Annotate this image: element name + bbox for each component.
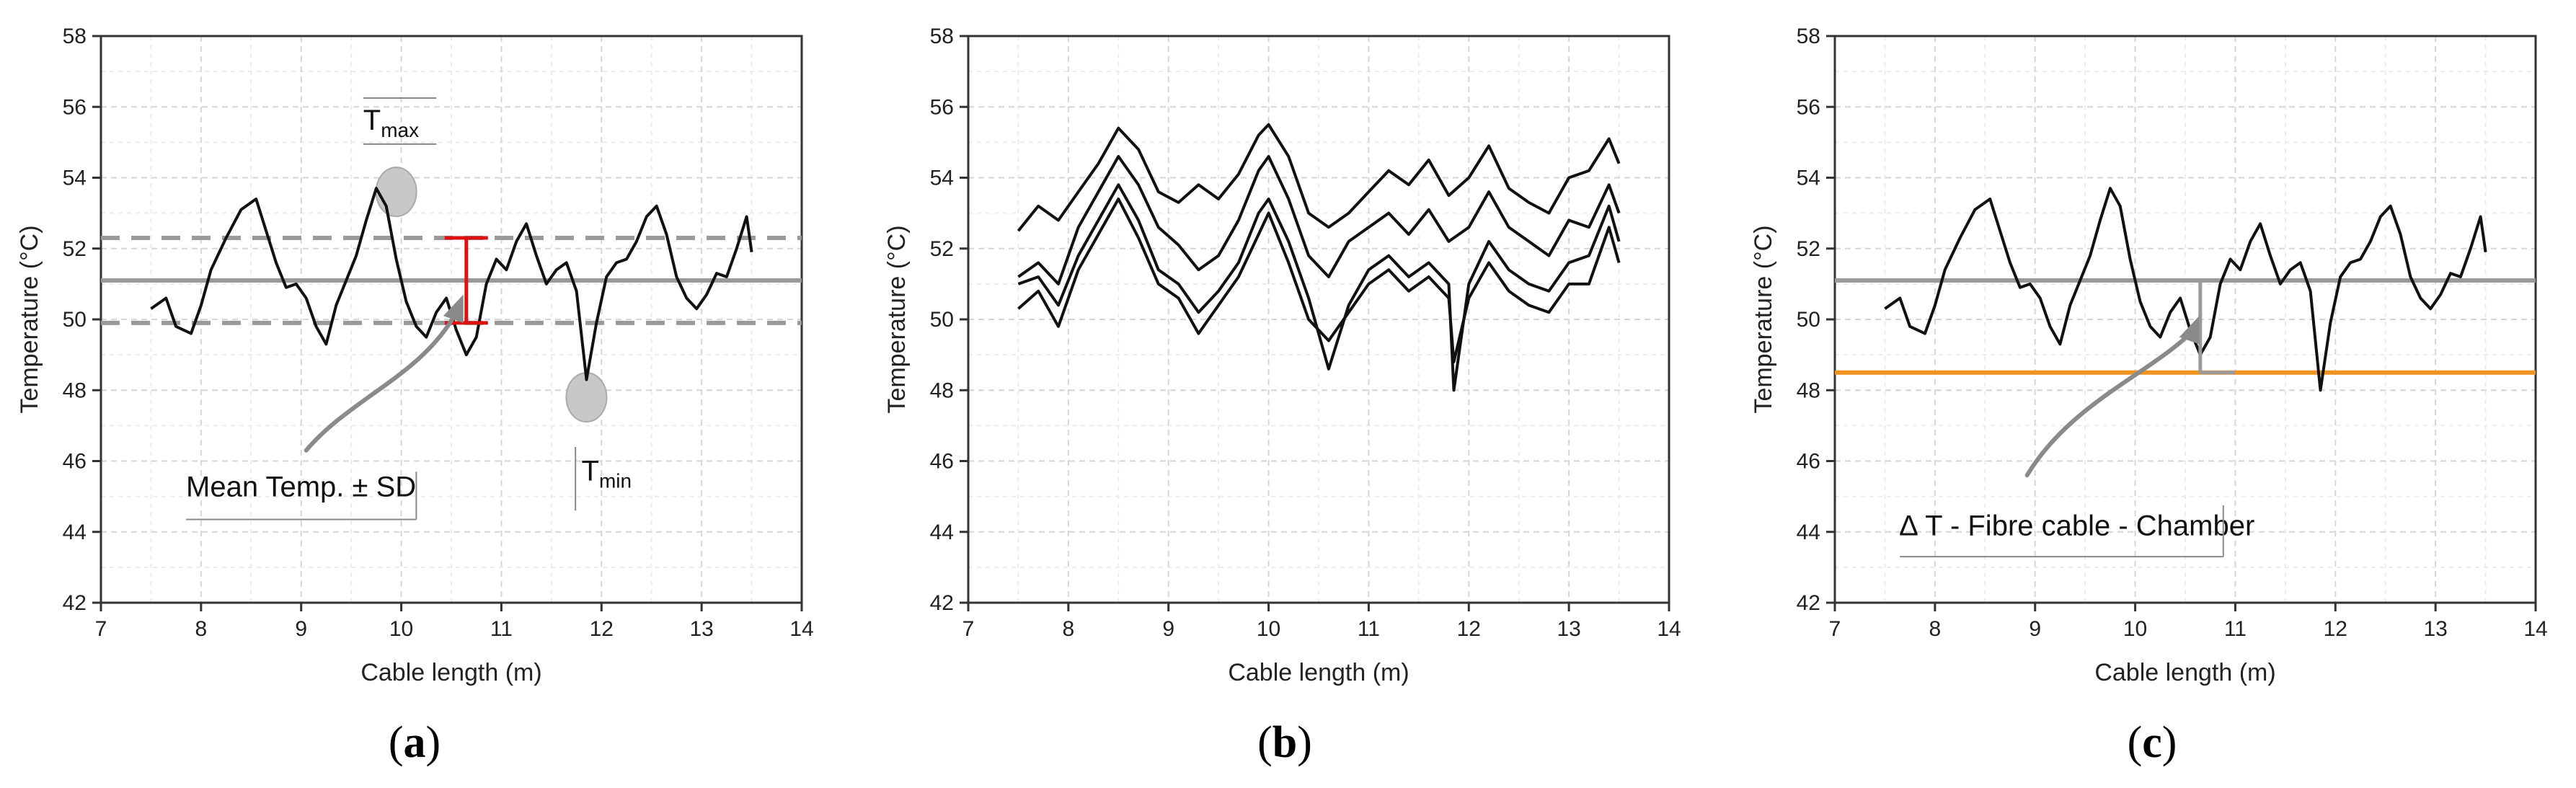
- y-tick-label: 42: [930, 591, 954, 615]
- tmin-letter: T: [582, 456, 599, 487]
- x-tick-label: 7: [962, 617, 975, 641]
- y-tick-label: 58: [1797, 25, 1820, 48]
- x-axis-label: Cable length (m): [360, 659, 541, 686]
- y-tick-label: 52: [930, 237, 954, 261]
- x-tick-label: 13: [689, 617, 713, 641]
- x-tick-label: 10: [1257, 617, 1280, 641]
- y-tick-label: 50: [1797, 308, 1820, 332]
- gridlines: [101, 36, 802, 603]
- mean-arrowhead: [443, 294, 464, 323]
- delta-arrowhead: [2179, 316, 2200, 345]
- x-tick-label: 9: [1162, 617, 1174, 641]
- y-tick-label: 50: [930, 308, 954, 332]
- panel-label-letter: b: [1272, 718, 1297, 767]
- tmin-subscript: min: [599, 470, 632, 492]
- y-tick-label: 48: [1797, 378, 1820, 402]
- y-tick-label: 44: [63, 521, 87, 544]
- y-axis-label: Temperature (°C): [883, 225, 911, 413]
- y-tick-label: 44: [1797, 521, 1820, 544]
- y-tick-label: 52: [63, 237, 87, 261]
- x-tick-label: 8: [195, 617, 208, 641]
- series-line-1: [1017, 123, 1621, 232]
- panel-label-open: (: [389, 718, 404, 767]
- y-tick-label: 56: [930, 95, 954, 119]
- panel-label-close: ): [1297, 718, 1312, 767]
- tmax-marker: [375, 167, 417, 218]
- x-tick-label: 11: [490, 617, 513, 641]
- y-tick-label: 42: [63, 591, 87, 615]
- y-tick-label: 46: [1797, 450, 1820, 474]
- y-tick-label: 46: [63, 450, 87, 474]
- panel-label: (c): [2128, 718, 2177, 767]
- x-tick-label: 14: [2523, 617, 2547, 641]
- mean-sd-label: Mean Temp. ± SD: [186, 472, 416, 503]
- panel-label: (b): [1257, 718, 1312, 767]
- tmax-label: Tmax: [363, 105, 419, 141]
- y-tick-label: 50: [63, 308, 87, 332]
- series-group: [1017, 123, 1621, 392]
- tmax-subscript: max: [381, 119, 419, 141]
- y-axis-label: Temperature (°C): [1750, 225, 1777, 413]
- x-tick-label: 7: [1829, 617, 1841, 641]
- tmax-letter: T: [363, 105, 381, 136]
- panel-label-letter: a: [404, 718, 426, 767]
- x-tick-label: 12: [590, 617, 614, 641]
- x-tick-label: 9: [2029, 617, 2041, 641]
- panel-a-chart: 7 8 9 10 11 12 13 14 42 44 46 48 50 52 54 56 58 Cable len…: [16, 25, 814, 767]
- y-tick-label: 42: [1797, 591, 1820, 615]
- y-axis-label: Temperature (°C): [16, 225, 43, 413]
- y-tick-label: 48: [63, 378, 87, 402]
- series-line-2: [1017, 155, 1621, 285]
- panel-label-open: (: [2128, 718, 2143, 767]
- y-tick-label: 54: [930, 167, 954, 190]
- gridlines: [1835, 36, 2536, 603]
- y-tick-label: 54: [63, 167, 87, 190]
- x-tick-label: 8: [1929, 617, 1942, 641]
- panel-label-letter: c: [2142, 718, 2162, 767]
- x-tick-label: 10: [2123, 617, 2147, 641]
- panel-label-close: ): [2162, 718, 2177, 767]
- x-tick-label: 12: [1457, 617, 1481, 641]
- y-tick-label: 56: [1797, 95, 1820, 119]
- tmin-label: Tmin: [582, 456, 632, 492]
- panel-label-close: ): [426, 718, 441, 767]
- panel-label-open: (: [1257, 718, 1272, 767]
- delta-label: ∆ T - Fibre cable - Chamber: [1900, 510, 2254, 542]
- y-tick-label: 58: [63, 25, 87, 48]
- x-axis-label: Cable length (m): [2094, 659, 2275, 686]
- x-tick-label: 12: [2324, 617, 2347, 641]
- y-tick-label: 58: [930, 25, 954, 48]
- panel-b-chart: 7 8 9 10 11 12 13 14 42 44 46 48 50 52 54 56 58 Cable len…: [883, 25, 1681, 767]
- series-line-3: [1017, 198, 1621, 363]
- gridlines: [968, 36, 1669, 603]
- y-tick-label: 56: [63, 95, 87, 119]
- y-tick-label: 46: [930, 450, 954, 474]
- x-tick-label: 11: [2224, 617, 2247, 641]
- x-tick-label: 13: [1557, 617, 1580, 641]
- x-tick-label: 9: [295, 617, 307, 641]
- y-tick-label: 48: [930, 378, 954, 402]
- delta-arrow: [2024, 331, 2192, 478]
- x-tick-label: 13: [2423, 617, 2447, 641]
- x-tick-label: 14: [789, 617, 813, 641]
- x-tick-label: 7: [95, 617, 107, 641]
- mean-arrow: [304, 310, 459, 453]
- series-group: [150, 187, 753, 381]
- x-tick-label: 10: [389, 617, 413, 641]
- x-tick-label: 11: [1358, 617, 1380, 641]
- x-tick-label: 8: [1063, 617, 1075, 641]
- panel-label: (a): [389, 718, 441, 767]
- series-line-1: [150, 187, 753, 381]
- y-tick-label: 52: [1797, 237, 1820, 261]
- x-tick-label: 14: [1657, 617, 1681, 641]
- y-tick-label: 54: [1797, 167, 1820, 190]
- panel-c-chart: 7 8 9 10 11 12 13 14 42 44 46 48 50 52 54 56 58 Cable len…: [1750, 25, 2548, 767]
- x-axis-label: Cable length (m): [1228, 659, 1409, 686]
- y-tick-label: 44: [930, 521, 954, 544]
- series-line-4: [1017, 183, 1621, 392]
